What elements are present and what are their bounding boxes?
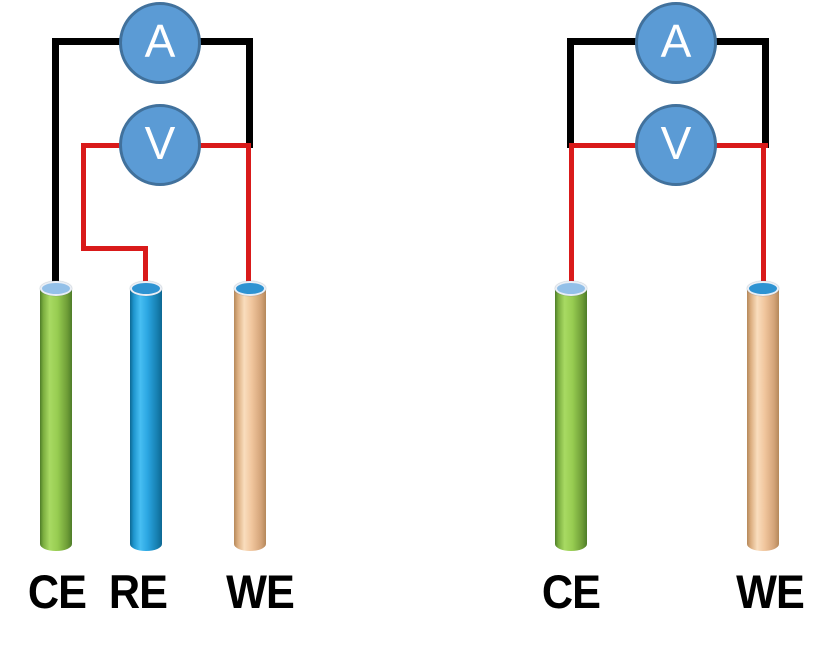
electrode-re-left bbox=[130, 281, 162, 551]
electrode-we-right bbox=[747, 281, 779, 551]
electrode-ce-right bbox=[555, 281, 587, 551]
right-ammeter: A bbox=[635, 2, 717, 84]
left-red-wire-re-jog bbox=[81, 246, 147, 251]
electrode-ce-left bbox=[40, 281, 72, 551]
left-red-wire-to-we bbox=[246, 143, 251, 290]
left-black-wire-to-ce bbox=[52, 38, 59, 290]
left-voltmeter: V bbox=[119, 104, 201, 186]
left-black-wire-right-drop bbox=[246, 38, 253, 148]
electrode-ce-left-cap bbox=[40, 281, 72, 296]
left-red-wire-voltmeter-right bbox=[198, 143, 250, 148]
left-red-wire-to-re bbox=[143, 246, 148, 290]
right-red-wire-voltmeter-left bbox=[569, 143, 637, 148]
electrode-we-left bbox=[234, 281, 266, 551]
left-black-wire-top-left bbox=[52, 38, 122, 45]
electrode-ce-right-cap bbox=[555, 281, 587, 296]
left-ammeter-letter: A bbox=[144, 15, 176, 67]
left-red-wire-voltmeter-left bbox=[81, 143, 122, 148]
right-black-wire-top-left bbox=[567, 38, 637, 45]
right-voltmeter: V bbox=[635, 104, 717, 186]
left-red-wire-re-drop bbox=[81, 143, 86, 251]
label-we-left: WE bbox=[226, 565, 295, 618]
left-voltmeter-letter: V bbox=[144, 117, 176, 169]
electrode-ce-left-body bbox=[40, 288, 72, 551]
right-voltmeter-letter: V bbox=[660, 117, 692, 169]
right-red-wire-voltmeter-right bbox=[715, 143, 768, 148]
right-black-wire-left-drop bbox=[567, 38, 574, 148]
left-black-wire-top-right bbox=[198, 38, 253, 45]
electrode-we-left-body bbox=[234, 288, 266, 551]
label-ce-left: CE bbox=[27, 565, 87, 618]
electrode-we-left-cap bbox=[234, 281, 266, 296]
label-ce-right: CE bbox=[541, 565, 601, 618]
right-ammeter-letter: A bbox=[660, 15, 692, 67]
electrode-we-right-body bbox=[747, 288, 779, 551]
label-re-left: RE bbox=[108, 565, 168, 618]
right-red-wire-to-ce bbox=[569, 143, 574, 290]
label-we-right: WE bbox=[736, 565, 805, 618]
right-black-wire-top-right bbox=[715, 38, 769, 45]
right-black-wire-right-drop bbox=[762, 38, 769, 148]
electrode-ce-right-body bbox=[555, 288, 587, 551]
right-red-wire-to-we bbox=[761, 143, 766, 290]
electrode-re-left-body bbox=[130, 288, 162, 551]
left-ammeter: A bbox=[119, 2, 201, 84]
electrode-we-right-cap bbox=[747, 281, 779, 296]
electrode-re-left-cap bbox=[130, 281, 162, 296]
